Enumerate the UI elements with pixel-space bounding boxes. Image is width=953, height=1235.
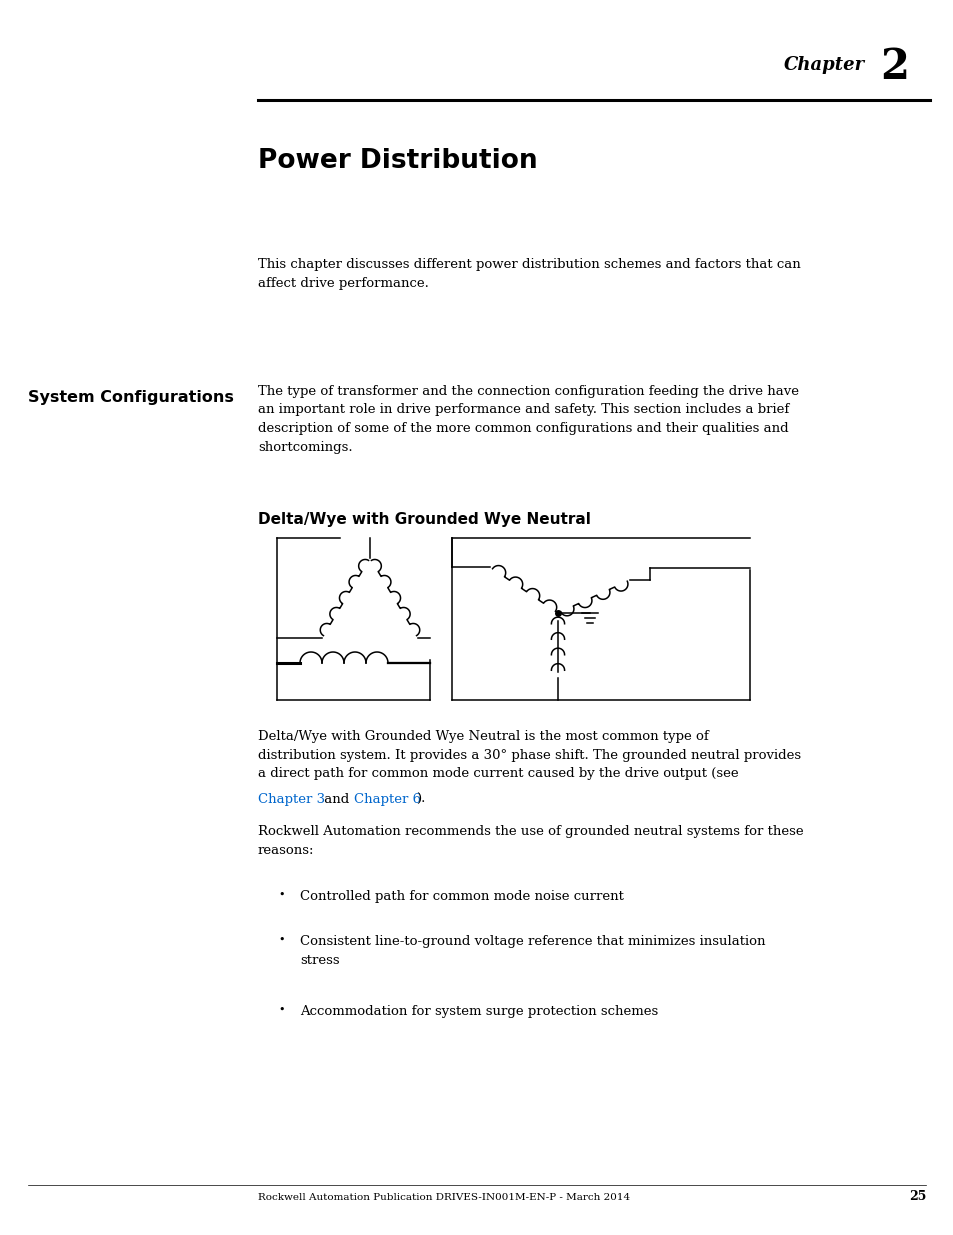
Text: Accommodation for system surge protection schemes: Accommodation for system surge protectio… <box>299 1005 658 1018</box>
Text: and: and <box>319 793 353 806</box>
Text: •: • <box>277 935 284 945</box>
Text: •: • <box>277 890 284 900</box>
Text: Consistent line-to-ground voltage reference that minimizes insulation
stress: Consistent line-to-ground voltage refere… <box>299 935 764 967</box>
Text: ).: ). <box>416 793 425 806</box>
Text: Rockwell Automation Publication DRIVES-IN001M-EN-P - March 2014: Rockwell Automation Publication DRIVES-I… <box>257 1193 630 1202</box>
Text: Chapter 3: Chapter 3 <box>257 793 325 806</box>
Text: The type of transformer and the connection configuration feeding the drive have
: The type of transformer and the connecti… <box>257 385 799 453</box>
Text: Rockwell Automation recommends the use of grounded neutral systems for these
rea: Rockwell Automation recommends the use o… <box>257 825 802 857</box>
Text: Controlled path for common mode noise current: Controlled path for common mode noise cu… <box>299 890 623 903</box>
Text: Chapter: Chapter <box>783 56 864 74</box>
Text: Chapter 6: Chapter 6 <box>354 793 420 806</box>
Text: Delta/Wye with Grounded Wye Neutral is the most common type of
distribution syst: Delta/Wye with Grounded Wye Neutral is t… <box>257 730 801 781</box>
Text: •: • <box>277 1005 284 1015</box>
Text: 2: 2 <box>879 46 908 88</box>
Text: System Configurations: System Configurations <box>28 390 233 405</box>
Text: Power Distribution: Power Distribution <box>257 148 537 174</box>
Text: This chapter discusses different power distribution schemes and factors that can: This chapter discusses different power d… <box>257 258 800 289</box>
Text: 25: 25 <box>907 1191 925 1203</box>
Text: Delta/Wye with Grounded Wye Neutral: Delta/Wye with Grounded Wye Neutral <box>257 513 590 527</box>
